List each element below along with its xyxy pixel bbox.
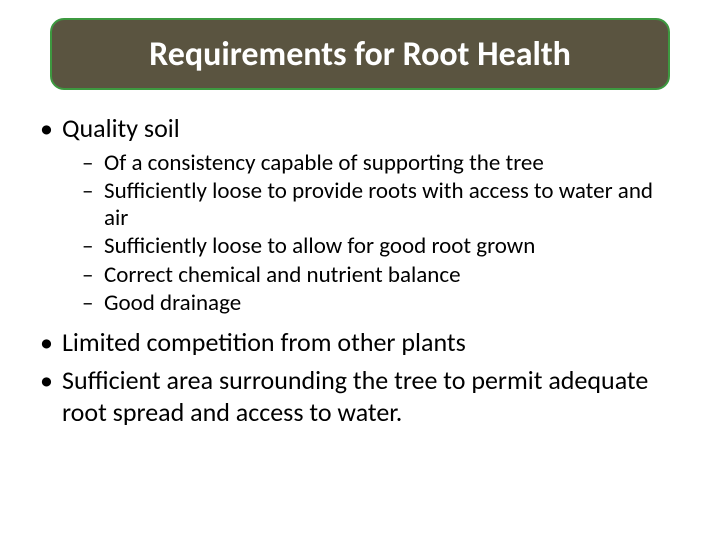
bullet-quality-soil: Quality soil	[40, 112, 680, 144]
content-area: Quality soil Of a consistency capable of…	[40, 112, 680, 434]
sub-bullet-loose-water-air: Sufficiently loose to provide roots with…	[40, 178, 680, 232]
bullet-sufficient-area: Sufficient area surrounding the tree to …	[40, 364, 680, 428]
sub-bullet-loose-root-grown: Sufficiently loose to allow for good roo…	[40, 233, 680, 260]
sub-bullet-chemical-nutrient: Correct chemical and nutrient balance	[40, 262, 680, 289]
sub-bullet-drainage: Good drainage	[40, 290, 680, 317]
sub-bullet-consistency: Of a consistency capable of supporting t…	[40, 150, 680, 177]
title-box: Requirements for Root Health	[50, 18, 670, 90]
slide-title: Requirements for Root Health	[149, 34, 571, 75]
bullet-limited-competition: Limited competition from other plants	[40, 326, 680, 358]
